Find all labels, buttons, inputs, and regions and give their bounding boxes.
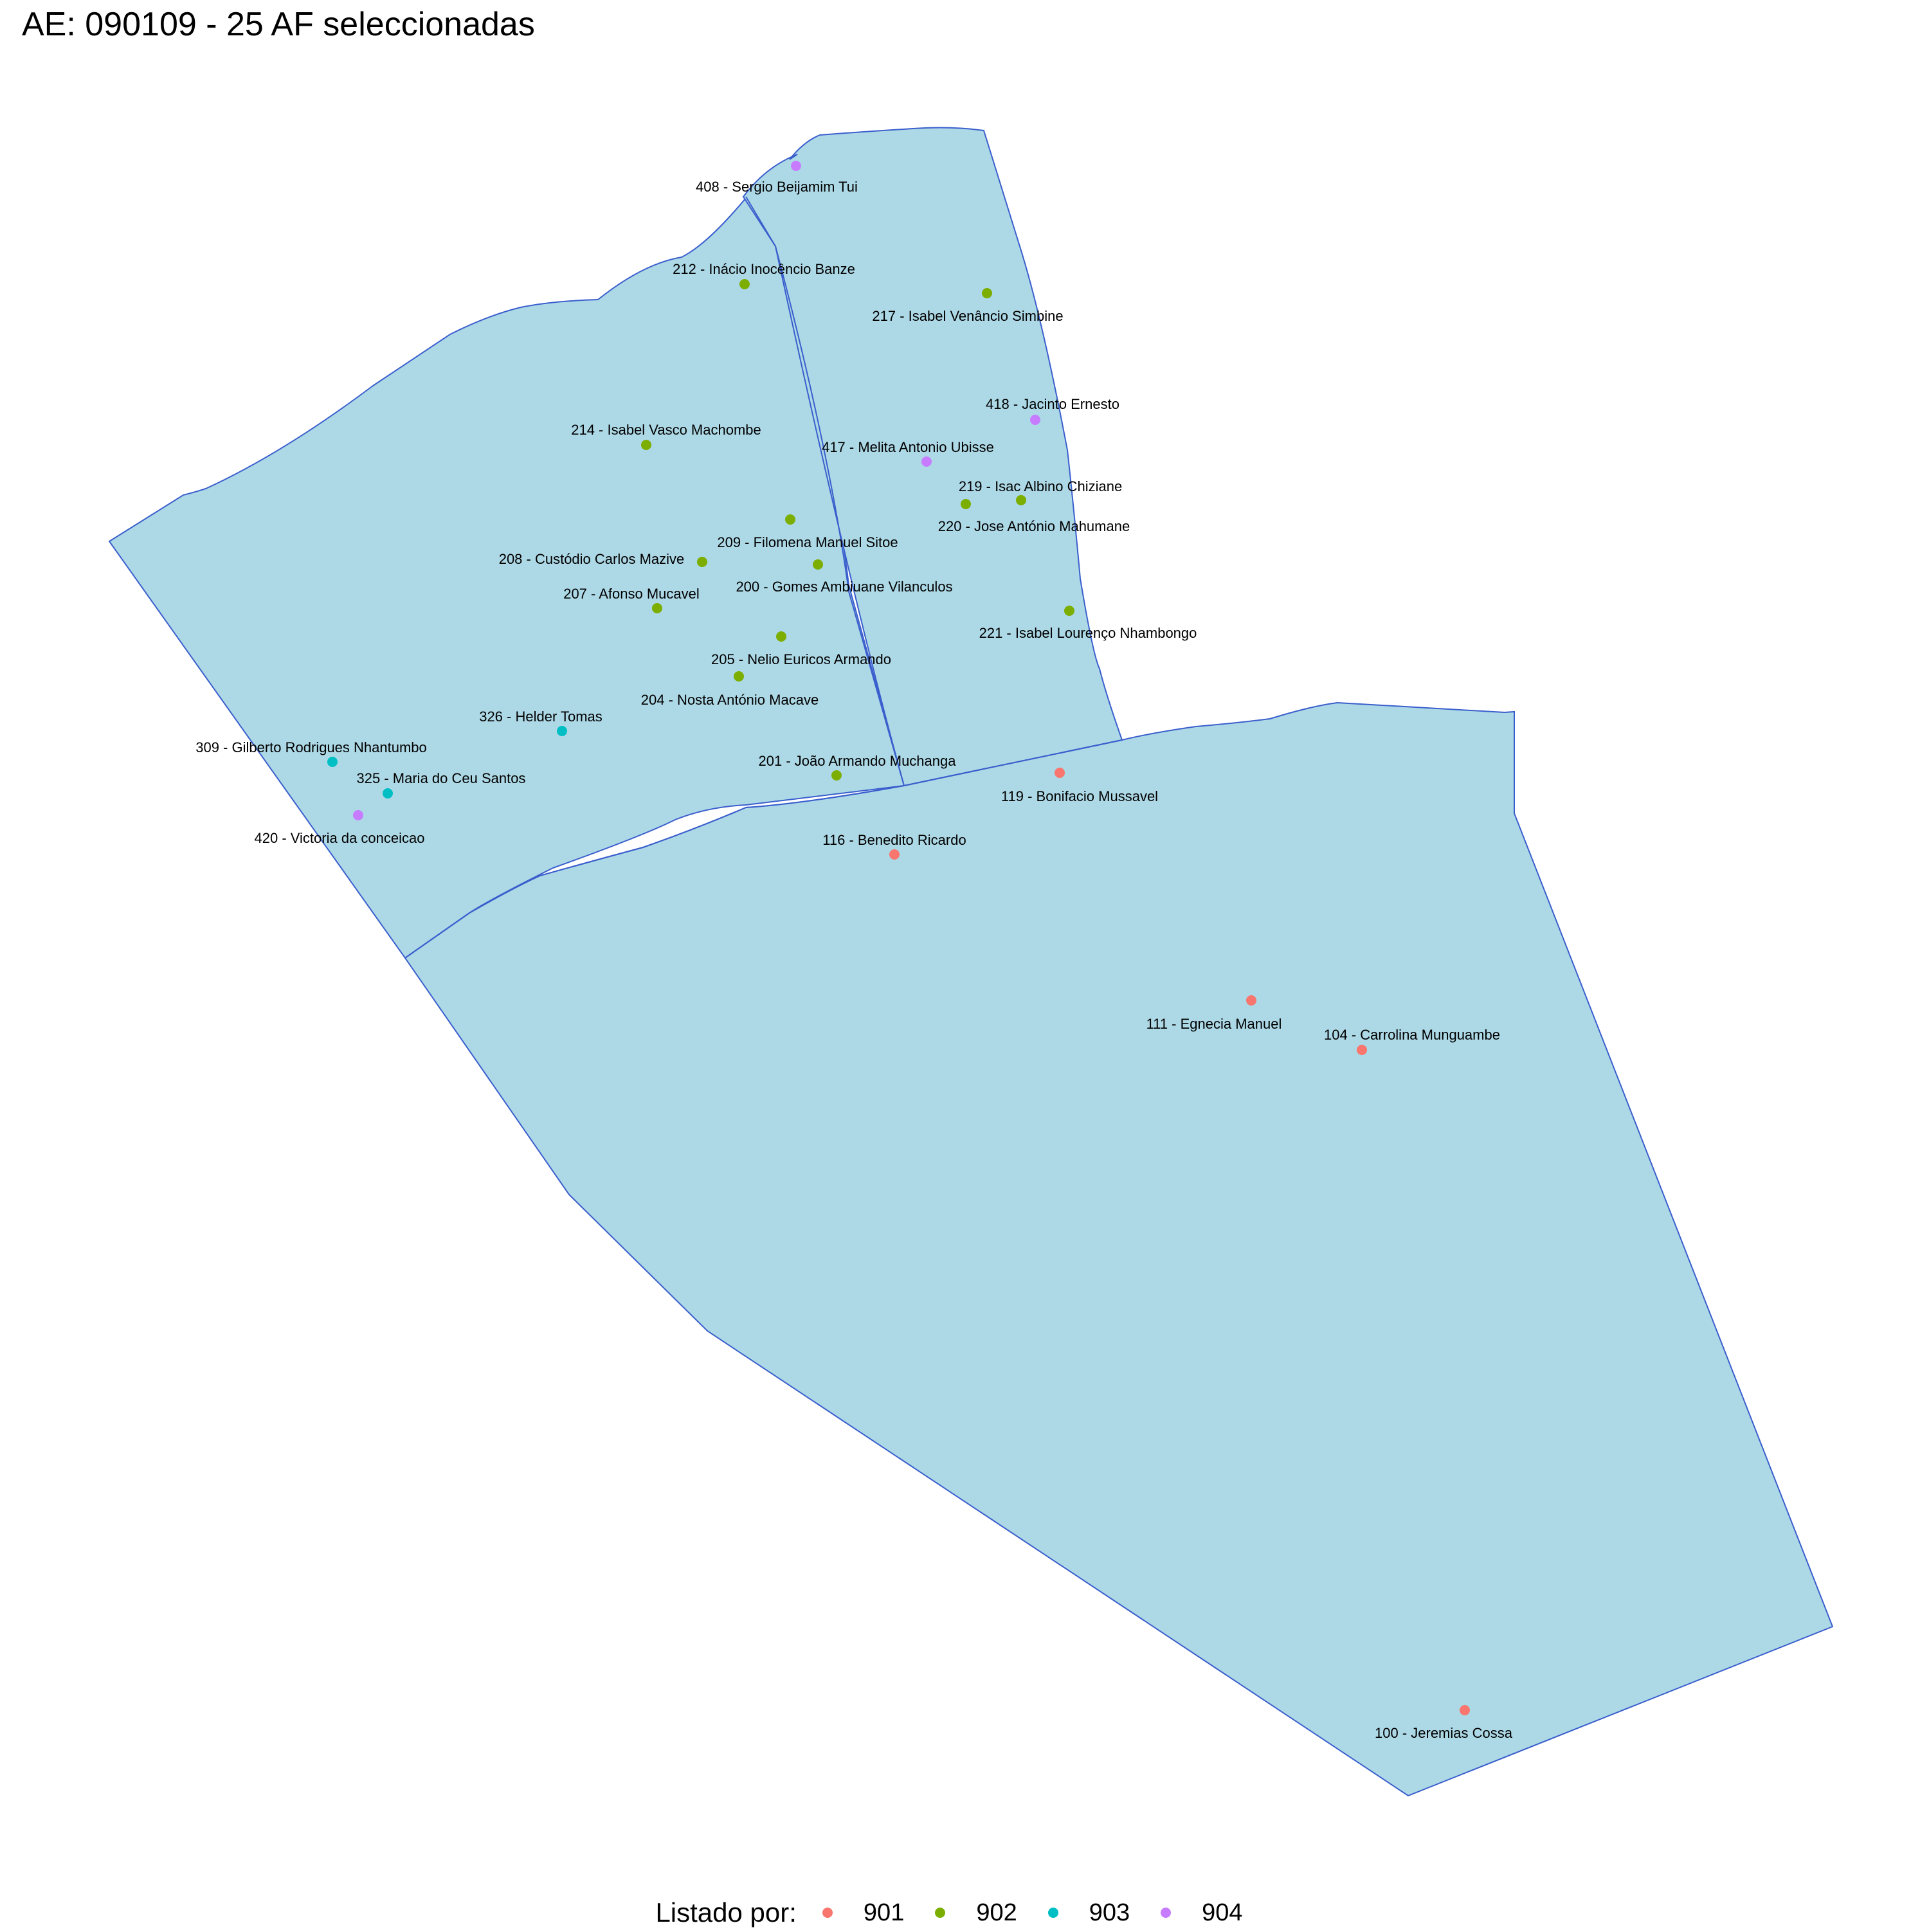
point-marker — [1246, 995, 1256, 1006]
map-point: 100 - Jeremias Cossa — [1375, 1705, 1513, 1741]
point-label: 217 - Isabel Venâncio Simbine — [872, 308, 1063, 324]
point-marker — [785, 514, 795, 525]
legend-item-902: 902 — [935, 1899, 1017, 1927]
map-point: 219 - Isac Albino Chiziane — [959, 478, 1122, 509]
point-marker — [961, 499, 971, 509]
point-marker — [889, 849, 900, 860]
map-point: 207 - Afonso Mucavel — [563, 586, 700, 613]
point-marker — [1016, 495, 1026, 505]
point-marker — [921, 456, 932, 467]
map-point: 420 - Victoria da conceicao — [255, 810, 425, 846]
map-point: 408 - Sergio Beijamim Tui — [696, 161, 858, 195]
map-point: 111 - Egnecia Manuel — [1146, 995, 1282, 1032]
map-point: 212 - Inácio Inocêncio Banze — [673, 261, 855, 289]
point-label: 420 - Victoria da conceicao — [255, 830, 425, 846]
point-label: 219 - Isac Albino Chiziane — [959, 478, 1122, 494]
legend-item-901: 901 — [822, 1899, 904, 1927]
legend-dot-icon — [1047, 1908, 1058, 1918]
point-label: 207 - Afonso Mucavel — [563, 586, 700, 602]
point-marker — [557, 726, 567, 736]
point-marker — [1055, 768, 1065, 778]
point-label: 209 - Filomena Manuel Sitoe — [717, 534, 898, 550]
legend-label: 902 — [976, 1899, 1017, 1926]
map-point: 418 - Jacinto Ernesto — [986, 396, 1119, 425]
region-northwest — [108, 197, 905, 959]
map-point: 217 - Isabel Venâncio Simbine — [872, 288, 1064, 324]
map-title: AE: 090109 - 25 AF seleccionadas — [22, 6, 535, 43]
internal-boundary-ew — [404, 739, 1123, 959]
legend-label: 904 — [1202, 1899, 1243, 1926]
map-point: 205 - Nelio Euricos Armando — [711, 631, 891, 667]
point-label: 201 - João Armando Muchanga — [759, 753, 957, 769]
point-label: 212 - Inácio Inocêncio Banze — [673, 261, 855, 277]
point-marker — [327, 757, 338, 767]
map-point: 209 - Filomena Manuel Sitoe — [717, 514, 898, 550]
map-regions — [108, 127, 1834, 1797]
point-marker — [383, 788, 393, 799]
point-marker — [697, 557, 707, 567]
point-label: 100 - Jeremias Cossa — [1375, 1725, 1513, 1741]
map-point: 204 - Nosta António Macave — [641, 671, 819, 708]
map-point: 214 - Isabel Vasco Machombe — [571, 422, 761, 450]
point-marker — [791, 161, 801, 171]
map-point: 104 - Carrolina Munguambe — [1324, 1027, 1500, 1055]
point-marker — [1357, 1045, 1367, 1055]
map-point: 201 - João Armando Muchanga — [759, 753, 957, 781]
region-south — [404, 701, 1834, 1797]
point-label: 220 - Jose António Mahumane — [938, 518, 1130, 534]
point-label: 418 - Jacinto Ernesto — [986, 396, 1119, 412]
point-label: 221 - Isabel Lourenço Nhambongo — [979, 625, 1197, 641]
legend-item-904: 904 — [1161, 1899, 1243, 1927]
point-marker — [982, 288, 992, 298]
point-label: 204 - Nosta António Macave — [641, 692, 819, 708]
legend-dot-icon — [822, 1908, 833, 1918]
legend: Listado por: 901 902 903 904 — [0, 1893, 1929, 1932]
point-label: 116 - Benedito Ricardo — [822, 832, 966, 848]
map-point: 220 - Jose António Mahumane — [938, 495, 1130, 534]
legend-item-903: 903 — [1047, 1899, 1130, 1927]
map-point: 326 - Helder Tomas — [479, 709, 602, 736]
point-marker — [1030, 415, 1040, 425]
point-label: 104 - Carrolina Munguambe — [1324, 1027, 1500, 1043]
map-point: 325 - Maria do Ceu Santos — [357, 770, 526, 799]
point-marker — [353, 810, 363, 820]
legend-label: 903 — [1089, 1899, 1130, 1926]
legend-dot-icon — [935, 1908, 946, 1918]
map-point: 116 - Benedito Ricardo — [822, 832, 966, 860]
point-marker — [739, 279, 750, 289]
point-label: 208 - Custódio Carlos Mazive — [499, 551, 685, 567]
point-label: 309 - Gilberto Rodrigues Nhantumbo — [195, 739, 427, 755]
map-point: 417 - Melita Antonio Ubisse — [822, 439, 994, 467]
map-point: 309 - Gilberto Rodrigues Nhantumbo — [195, 739, 427, 767]
point-marker — [813, 559, 823, 570]
map-point: 221 - Isabel Lourenço Nhambongo — [979, 606, 1197, 641]
point-label: 205 - Nelio Euricos Armando — [711, 651, 891, 667]
point-label: 325 - Maria do Ceu Santos — [357, 770, 526, 786]
point-label: 408 - Sergio Beijamim Tui — [696, 179, 858, 195]
point-marker — [1064, 606, 1074, 616]
point-label: 214 - Isabel Vasco Machombe — [571, 422, 761, 438]
points-layer: 408 - Sergio Beijamim Tui 212 - Inácio In… — [195, 161, 1513, 1741]
point-label: 111 - Egnecia Manuel — [1146, 1016, 1282, 1032]
legend-dot-icon — [1161, 1908, 1172, 1918]
legend-title: Listado por: — [655, 1897, 797, 1927]
point-marker — [652, 603, 662, 613]
point-marker — [641, 440, 651, 450]
region-northeast — [742, 127, 1123, 787]
point-label: 417 - Melita Antonio Ubisse — [822, 439, 994, 455]
point-label: 119 - Bonifacio Mussavel — [1001, 788, 1158, 804]
point-marker — [734, 671, 744, 682]
point-label: 326 - Helder Tomas — [479, 709, 602, 725]
point-marker — [831, 770, 842, 781]
legend-label: 901 — [863, 1899, 905, 1926]
internal-boundary-ns — [745, 196, 905, 786]
point-label: 200 - Gomes Ambiuane Vilanculos — [736, 579, 952, 595]
map-point: 208 - Custódio Carlos Mazive — [499, 551, 707, 567]
map-point: 200 - Gomes Ambiuane Vilanculos — [736, 559, 953, 595]
map-point: 119 - Bonifacio Mussavel — [1001, 768, 1158, 804]
point-marker — [1460, 1705, 1470, 1715]
point-marker — [776, 631, 786, 642]
